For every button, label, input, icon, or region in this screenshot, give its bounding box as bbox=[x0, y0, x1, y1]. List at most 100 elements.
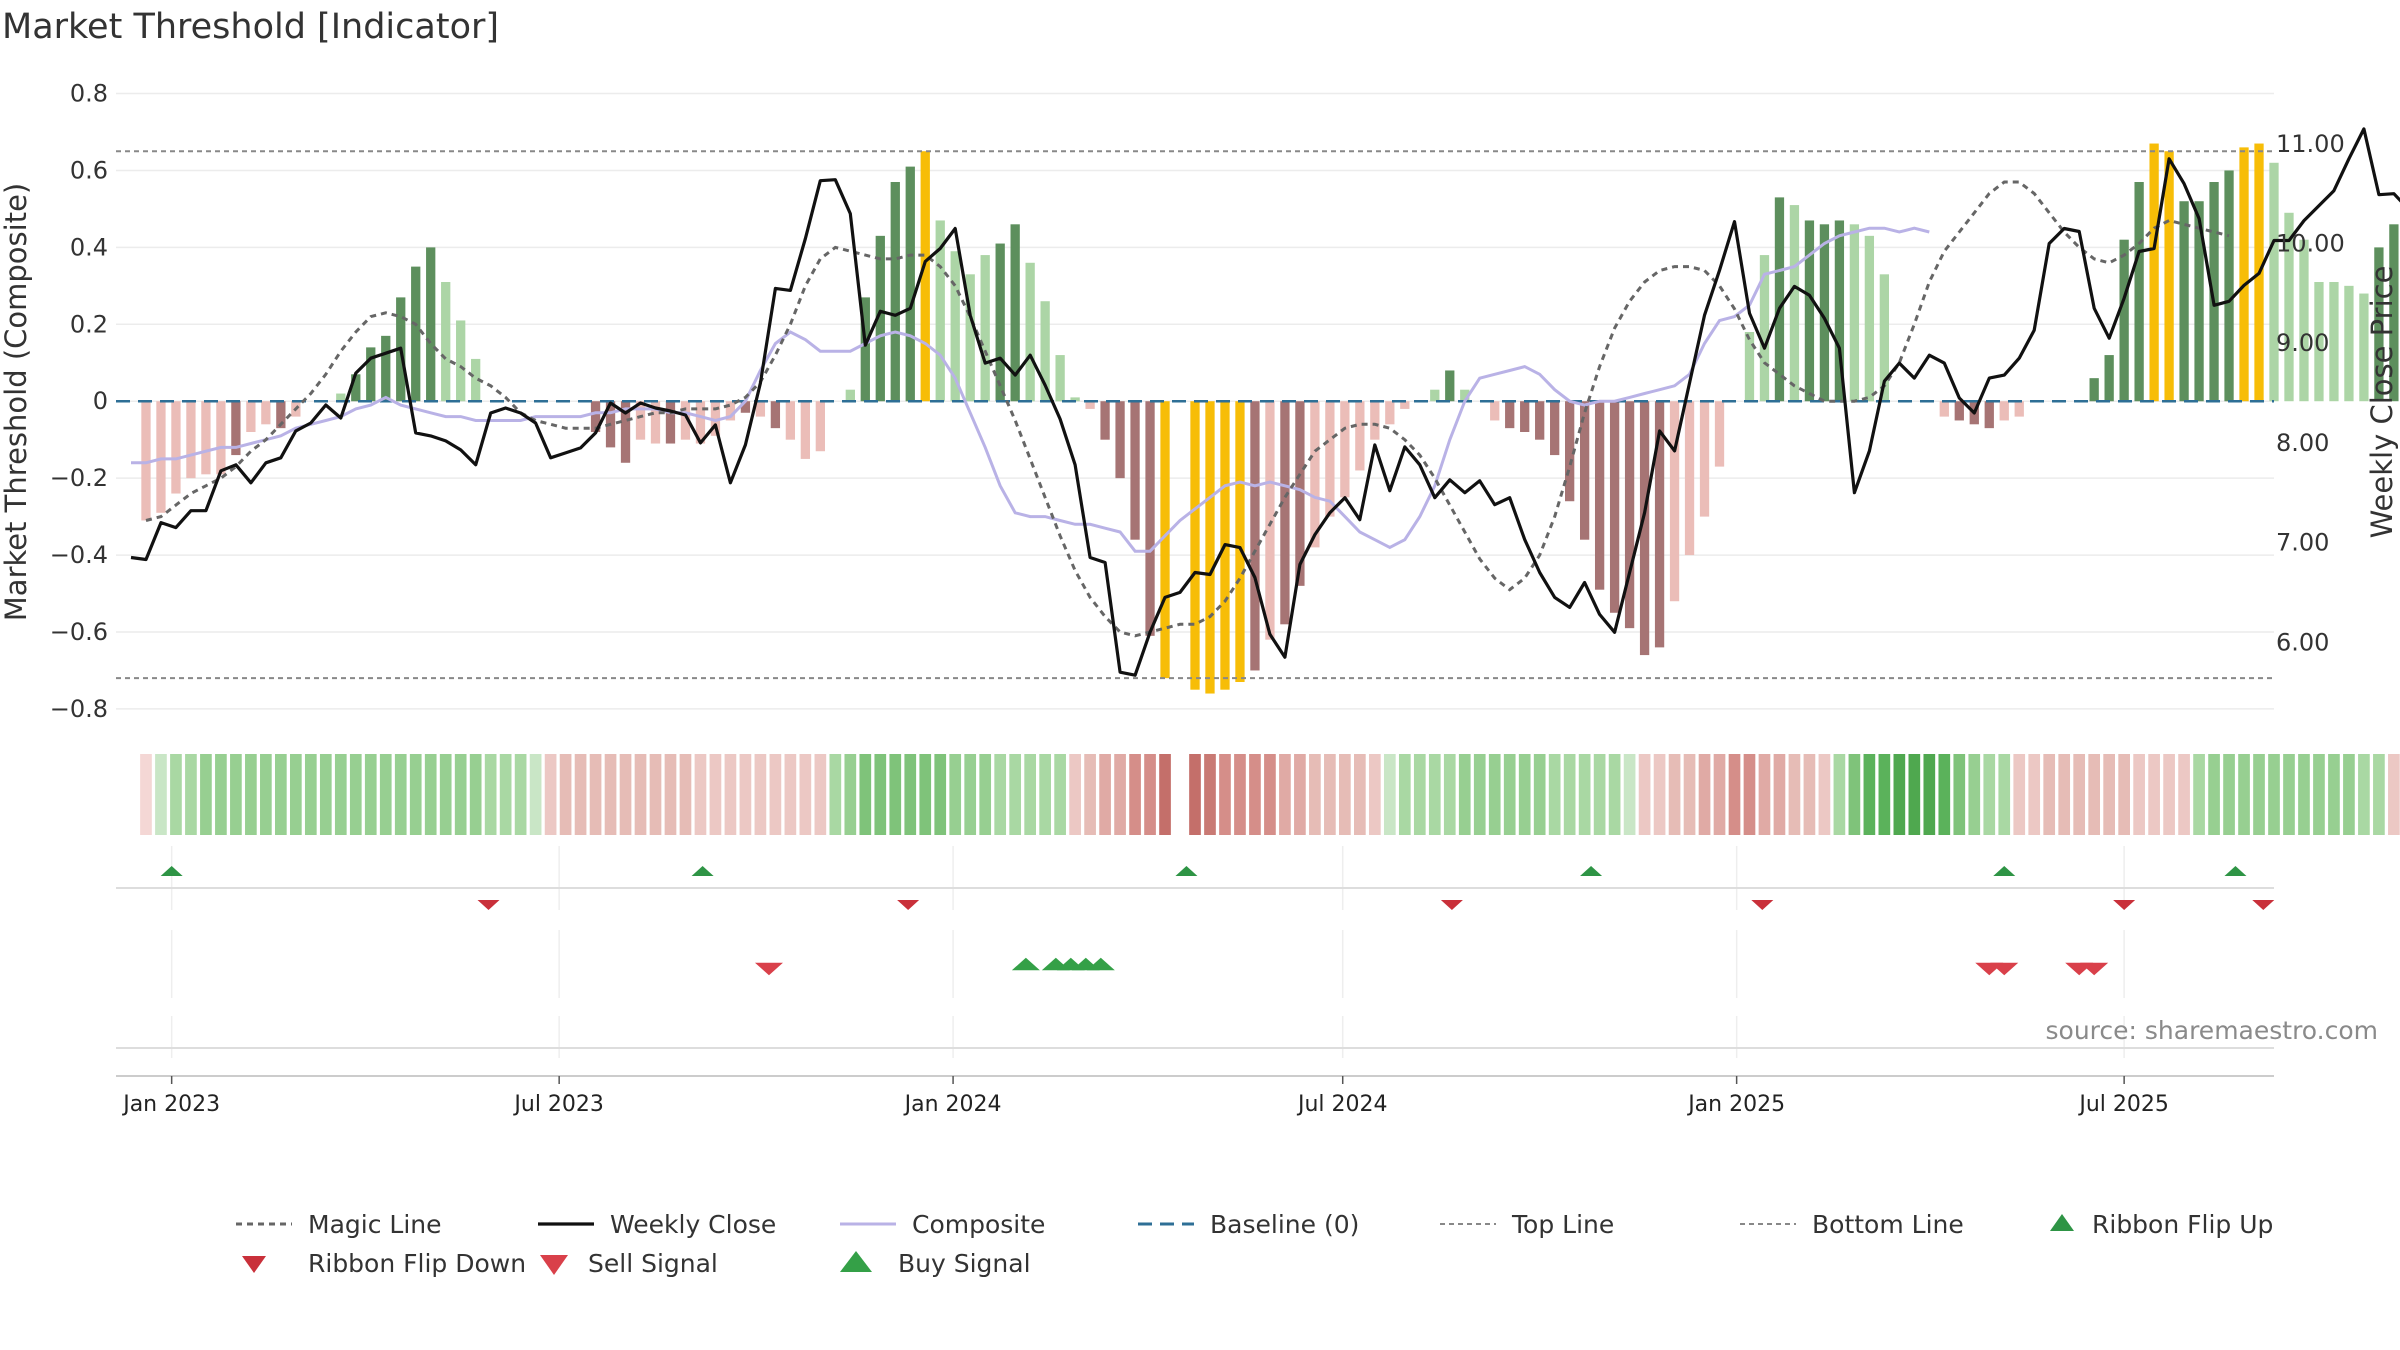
composite-bar bbox=[980, 255, 990, 402]
ribbon-flip-up-marker bbox=[1993, 866, 2016, 876]
ribbon-cell bbox=[245, 754, 257, 835]
composite-bar bbox=[381, 335, 391, 402]
ribbon-cell bbox=[1249, 754, 1261, 835]
ribbon-cell bbox=[1428, 754, 1441, 835]
composite-bar bbox=[1190, 401, 1200, 690]
ribbon-cell bbox=[1413, 754, 1426, 835]
composite-bar bbox=[1954, 401, 1964, 421]
composite-bar bbox=[2194, 201, 2204, 402]
ribbon-cell bbox=[979, 754, 992, 835]
ribbon-flip-down-marker bbox=[2252, 900, 2275, 910]
composite-bar bbox=[1609, 401, 1620, 613]
ribbon-cell bbox=[784, 754, 797, 835]
composite-bar bbox=[890, 182, 900, 402]
ribbon-flip-up-marker bbox=[1580, 866, 1603, 876]
legend-item-sell: Sell Signal bbox=[540, 1249, 718, 1278]
composite-bar bbox=[1130, 401, 1140, 540]
ribbon-cell bbox=[275, 754, 287, 835]
composite-bar bbox=[1789, 205, 1800, 402]
left-tick-label: 0 bbox=[93, 387, 108, 415]
ribbon-cell bbox=[2133, 754, 2145, 835]
ribbon-cell bbox=[1908, 754, 1921, 835]
ribbon-cell bbox=[1039, 754, 1051, 835]
composite-bar bbox=[755, 401, 766, 417]
composite-bar bbox=[2269, 162, 2279, 402]
composite-bar bbox=[1490, 401, 1500, 421]
ribbon-cell bbox=[1788, 754, 1801, 835]
composite-bar bbox=[2014, 401, 2024, 417]
signal-markers bbox=[160, 866, 2275, 976]
composite-bar bbox=[1669, 401, 1680, 602]
ribbon-cell bbox=[2163, 754, 2175, 835]
composite-bar bbox=[1280, 401, 1290, 625]
x-tick-label: Jan 2024 bbox=[903, 1092, 1002, 1117]
composite-bar bbox=[1430, 389, 1440, 402]
ribbon-cell bbox=[2178, 754, 2190, 835]
legend-label: Bottom Line bbox=[1812, 1210, 1964, 1239]
legend-label: Composite bbox=[912, 1210, 1045, 1239]
ribbon-cell bbox=[2328, 754, 2340, 835]
composite-bar bbox=[336, 393, 346, 402]
ribbon-cell bbox=[1099, 754, 1111, 835]
ribbon-cell bbox=[289, 754, 302, 835]
ribbon-cell bbox=[919, 754, 932, 835]
right-tick-label: 11.00 bbox=[2276, 130, 2345, 158]
ribbon-cell bbox=[814, 754, 827, 835]
ribbon-cell bbox=[2253, 754, 2265, 835]
ribbon-cell bbox=[1923, 754, 1936, 835]
composite-bar bbox=[2149, 143, 2159, 402]
series-lines bbox=[130, 127, 2400, 677]
composite-bar bbox=[2104, 355, 2114, 402]
ribbon-cell bbox=[2358, 754, 2370, 835]
ribbon-cell bbox=[709, 754, 722, 835]
ribbon-flip-down-marker bbox=[897, 900, 920, 910]
ribbon-cell bbox=[1458, 754, 1471, 835]
ribbon-cell bbox=[379, 754, 392, 835]
ribbon-cell bbox=[1938, 754, 1951, 835]
ribbon-cell bbox=[1204, 754, 1216, 835]
composite-bar bbox=[995, 243, 1005, 402]
ribbon-cell bbox=[409, 754, 422, 835]
ribbon-cell bbox=[1084, 754, 1096, 835]
right-axis-ticks: 11.00 10.00 9.00 8.00 7.00 6.00 bbox=[2276, 130, 2345, 656]
ribbon-flip-down-marker bbox=[1440, 900, 1463, 910]
ribbon-cell bbox=[1473, 754, 1486, 835]
ribbon-cell bbox=[1159, 754, 1171, 835]
composite-bar bbox=[1100, 401, 1110, 440]
right-tick-label: 9.00 bbox=[2276, 329, 2329, 357]
composite-bar bbox=[141, 401, 151, 521]
ribbon-cell bbox=[454, 754, 467, 835]
left-tick-label: 0.4 bbox=[70, 233, 108, 261]
ribbon-cell bbox=[200, 754, 212, 835]
ribbon-cell bbox=[1279, 754, 1291, 835]
composite-bar bbox=[2284, 212, 2294, 402]
ribbon-cell bbox=[469, 754, 482, 835]
ribbon-cell bbox=[2058, 754, 2071, 835]
ribbon-cell bbox=[2148, 754, 2160, 835]
composite-bar bbox=[1550, 401, 1560, 456]
ribbon-cell bbox=[2313, 754, 2325, 835]
composite-bar bbox=[800, 401, 811, 459]
reference-lines bbox=[116, 150, 2274, 680]
left-axis-title: Market Threshold (Composite) bbox=[0, 183, 33, 621]
ribbon-cell bbox=[2223, 754, 2235, 835]
ribbon-cell bbox=[1698, 754, 1711, 835]
ribbon-cell bbox=[499, 754, 512, 835]
composite-bar bbox=[231, 401, 241, 456]
legend-swatch bbox=[2050, 1214, 2074, 1231]
composite-bar bbox=[590, 401, 601, 432]
ribbon-cell bbox=[1668, 754, 1681, 835]
composite-bar bbox=[1520, 401, 1530, 432]
ribbon-flip-down-marker bbox=[2113, 900, 2136, 910]
ribbon-cell bbox=[1893, 754, 1906, 835]
ribbon-cell bbox=[589, 754, 602, 835]
ribbon-cell bbox=[1803, 754, 1816, 835]
composite-bar bbox=[1040, 301, 1050, 402]
ribbon-cell bbox=[1818, 754, 1831, 835]
legend-item-top: Top Line bbox=[1440, 1210, 1614, 1239]
composite-bar bbox=[1939, 401, 1949, 417]
ribbon-cell bbox=[1488, 754, 1501, 835]
legend-label: Sell Signal bbox=[588, 1249, 718, 1278]
ribbon-strip bbox=[140, 754, 2400, 835]
composite-bar bbox=[2374, 247, 2384, 402]
